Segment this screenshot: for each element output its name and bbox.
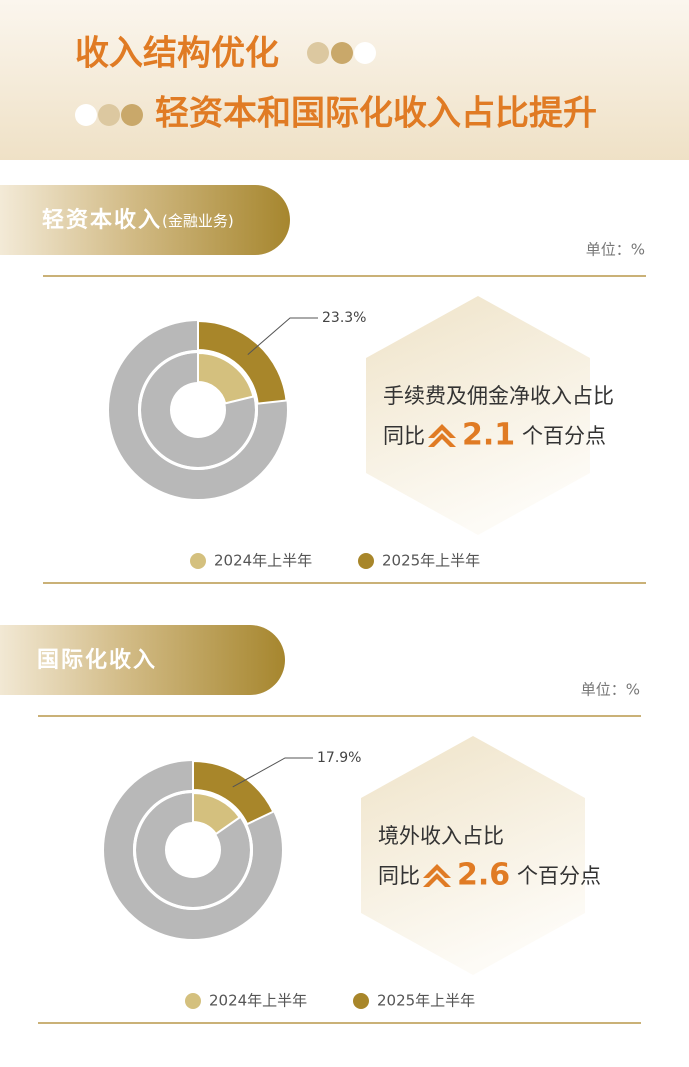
- legend-swatch: [353, 993, 369, 1009]
- donut-slice: [192, 791, 242, 836]
- annotation-prefix: 同比: [383, 424, 425, 448]
- legend-swatch: [358, 553, 374, 569]
- legend-label: 2024年上半年: [209, 992, 307, 1010]
- up-arrow-icon: [428, 424, 456, 447]
- section-title: 轻资本收入(金融业务): [42, 207, 234, 233]
- header-bg: [0, 0, 689, 160]
- hex-bg: [366, 296, 590, 535]
- section-pill: [0, 185, 290, 255]
- ring-gap: [138, 350, 258, 470]
- section-pill: [0, 625, 285, 695]
- value-label: 17.9%: [317, 750, 361, 766]
- legend-label: 2024年上半年: [214, 552, 312, 570]
- annotation-text: 手续费及佣金净收入占比: [383, 384, 614, 408]
- header-title: 收入结构优化: [75, 34, 279, 74]
- up-arrow-icon: [423, 864, 451, 887]
- annotation-suffix: 个百分点: [517, 864, 601, 888]
- legend-swatch: [190, 553, 206, 569]
- legend-label: 2025年上半年: [382, 552, 480, 570]
- section-title: 国际化收入: [37, 647, 157, 673]
- annotation-prefix: 同比: [378, 864, 420, 888]
- hex-bg: [361, 736, 585, 975]
- section-subtitle: (金融业务): [162, 212, 234, 230]
- dots: [75, 42, 376, 126]
- legend-label: 2025年上半年: [377, 992, 475, 1010]
- value-label: 23.3%: [322, 310, 366, 326]
- annotation-suffix: 个百分点: [522, 424, 606, 448]
- ring-gap: [133, 790, 253, 910]
- annotation-text: 境外收入占比: [378, 824, 504, 848]
- section-title-text: 轻资本收入: [42, 207, 162, 233]
- leader-line: [247, 317, 318, 355]
- section-title-text: 国际化收入: [37, 647, 157, 673]
- donut-slice: [197, 351, 255, 405]
- unit-label: 单位：%: [581, 681, 640, 699]
- annotation-change: 2.1: [462, 418, 515, 453]
- annotation-change: 2.6: [457, 858, 510, 893]
- header-subtitle: 轻资本和国际化收入占比提升: [155, 94, 597, 134]
- legend-swatch: [185, 993, 201, 1009]
- unit-label: 单位：%: [586, 241, 645, 259]
- leader-line: [232, 757, 313, 788]
